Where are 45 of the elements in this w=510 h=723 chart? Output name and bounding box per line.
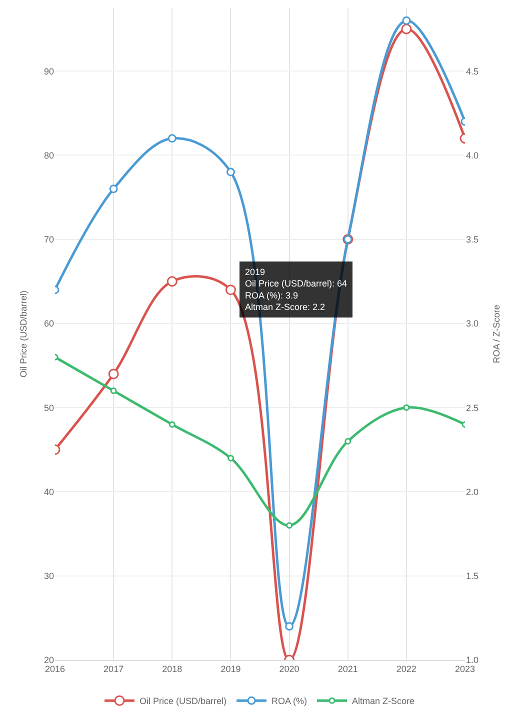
x-tick-label: 2021 bbox=[338, 664, 358, 674]
point bbox=[226, 168, 235, 176]
point bbox=[285, 622, 294, 631]
point bbox=[109, 184, 118, 194]
y2-tick-label: 2.5 bbox=[466, 402, 479, 413]
y-tick-label: 70 bbox=[44, 234, 54, 244]
point bbox=[225, 284, 236, 296]
x-tick-label: 2016 bbox=[44, 664, 66, 674]
y2-tick-label: 1.0 bbox=[466, 655, 479, 666]
x-tick-label: 2019 bbox=[220, 664, 241, 674]
y-tick-label: 30 bbox=[44, 571, 54, 582]
point bbox=[166, 276, 178, 287]
point bbox=[403, 404, 410, 411]
y2-tick-label: 3.5 bbox=[466, 234, 479, 244]
point bbox=[168, 134, 176, 143]
y-tick-label: 80 bbox=[44, 150, 54, 160]
y2-tick-label: 3.0 bbox=[466, 318, 479, 329]
point bbox=[401, 24, 412, 34]
y-axis-title: Oil Price (USD/barrel) bbox=[18, 290, 28, 378]
y2-tick-label: 1.5 bbox=[466, 571, 479, 582]
y2-tick-label: 2.0 bbox=[466, 486, 479, 497]
x-tick-label: 2018 bbox=[162, 664, 182, 674]
y-tick-label: 50 bbox=[44, 402, 54, 413]
point bbox=[344, 438, 352, 445]
x-tick-label: 2023 bbox=[454, 664, 476, 674]
point bbox=[286, 522, 293, 529]
x-tick-label: 2022 bbox=[396, 664, 416, 674]
y2-tick-label: 4.5 bbox=[466, 66, 479, 76]
y2-tick-label: 4.0 bbox=[466, 150, 479, 160]
point bbox=[402, 16, 411, 25]
y-tick-label: 40 bbox=[44, 486, 54, 497]
x-tick-label: 2017 bbox=[104, 664, 124, 674]
point bbox=[110, 388, 117, 394]
legend-label: Altman Z-Score bbox=[352, 696, 415, 706]
x-tick-label: 2020 bbox=[279, 664, 300, 674]
legend-label: Oil Price (USD/barrel) bbox=[140, 696, 227, 706]
point bbox=[227, 454, 234, 462]
y-tick-label: 90 bbox=[44, 66, 54, 76]
y-tick-label: 60 bbox=[44, 318, 54, 329]
y2-axis-title: ROA / Z-Score bbox=[491, 304, 502, 364]
legend-label: ROA (%) bbox=[272, 696, 308, 706]
point bbox=[168, 421, 176, 428]
annotation: 2019 Oil Price (USD/barrel): 64 ROA (%): 3.9 Altman Z-Score: 2.2 bbox=[245, 267, 348, 312]
y-tick-label: 20 bbox=[44, 655, 54, 666]
point bbox=[108, 368, 119, 380]
